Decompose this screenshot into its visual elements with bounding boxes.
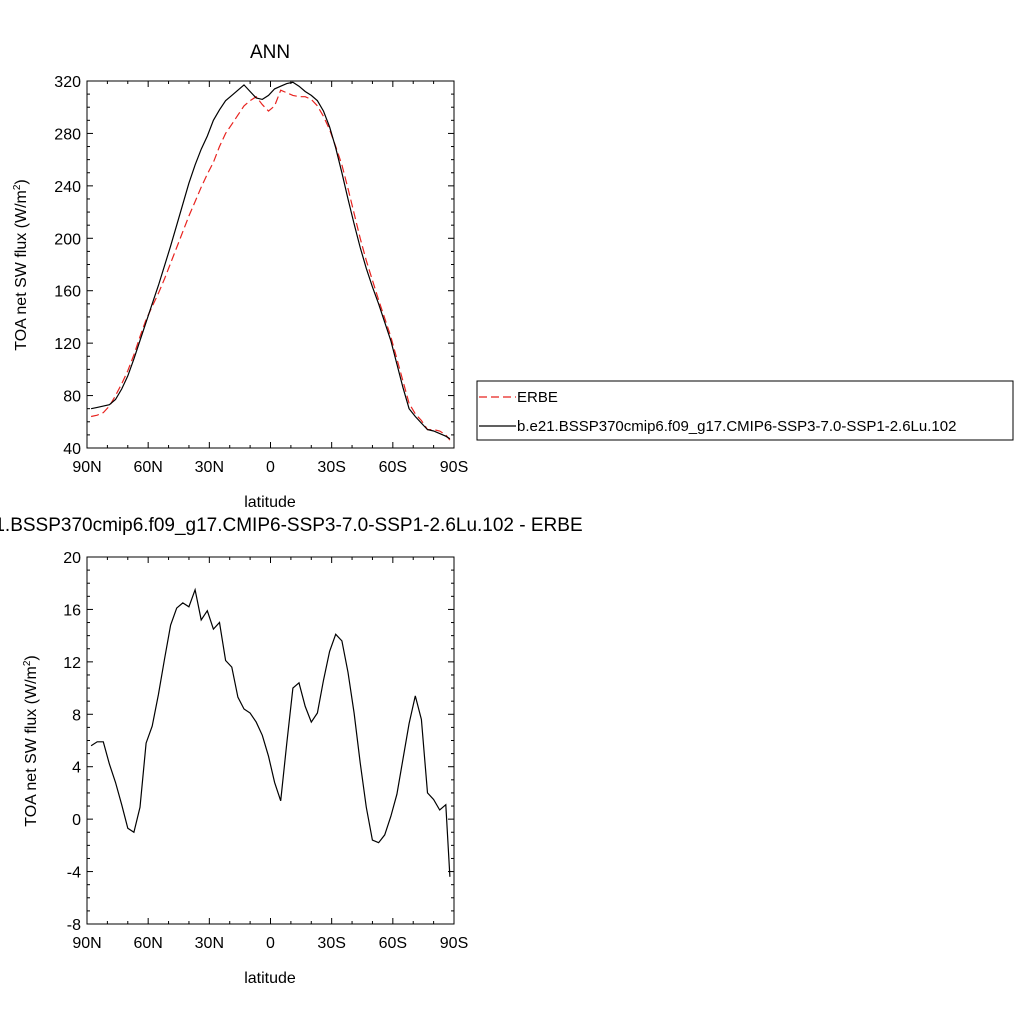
top-chart-title: ANN <box>250 42 290 63</box>
bottom-difference-line <box>90 587 451 877</box>
bottom-x-tick-label: 90S <box>440 935 468 952</box>
bottom-y-tick-label: 8 <box>72 707 81 724</box>
top-y-axis-title: TOA net SW flux (W/m2) <box>12 179 30 351</box>
bottom-x-tick-label: 60S <box>379 935 407 952</box>
top-x-ticks: 90N 60N 30N 0 30S 60S 90S <box>72 81 468 476</box>
top-y-tick-label: 200 <box>54 231 81 248</box>
bottom-plot-area <box>90 587 451 877</box>
top-model-line <box>90 81 451 440</box>
top-plot-frame <box>86 80 455 449</box>
legend-label-erbe: ERBE <box>517 389 558 406</box>
bottom-x-axis-title: latitude <box>244 970 296 987</box>
top-y-tick-label: 160 <box>54 284 81 301</box>
bottom-x-ticks: 90N 60N 30N 0 30S 60S 90S <box>72 557 468 952</box>
top-x-tick-label: 0 <box>266 459 275 476</box>
top-erbe-line <box>90 89 451 441</box>
bottom-x-tick-label: 30N <box>195 935 224 952</box>
top-x-tick-label: 60N <box>133 459 162 476</box>
bottom-y-tick-label: 16 <box>63 602 81 619</box>
legend: ERBE b.e21.BSSP370cmip6.f09_g17.CMIP6-SS… <box>476 380 1014 441</box>
bottom-y-tick-label: -8 <box>67 917 81 934</box>
bottom-y-tick-label: 12 <box>63 655 81 672</box>
top-y-tick-label: 280 <box>54 126 81 143</box>
top-x-tick-label: 60S <box>379 459 407 476</box>
top-x-tick-label: 90S <box>440 459 468 476</box>
bottom-plot-frame <box>86 556 455 925</box>
top-y-tick-label: 320 <box>54 74 81 91</box>
top-x-tick-label: 30S <box>317 459 345 476</box>
top-plot-area <box>90 81 451 441</box>
legend-label-model: b.e21.BSSP370cmip6.f09_g17.CMIP6-SSP3-7.… <box>517 418 956 435</box>
top-y-tick-label: 40 <box>63 441 81 458</box>
legend-box <box>476 380 1014 441</box>
top-y-tick-label: 120 <box>54 336 81 353</box>
bottom-x-tick-label: 30S <box>317 935 345 952</box>
bottom-chart-title: b.e21.BSSP370cmip6.f09_g17.CMIP6-SSP3-7.… <box>0 515 583 536</box>
bottom-y-tick-label: 0 <box>72 812 81 829</box>
top-y-tick-label: 240 <box>54 179 81 196</box>
top-x-tick-label: 30N <box>195 459 224 476</box>
bottom-y-axis-title: TOA net SW flux (W/m2) <box>22 655 40 827</box>
top-x-axis-title: latitude <box>244 494 296 511</box>
bottom-panel: b.e21.BSSP370cmip6.f09_g17.CMIP6-SSP3-7.… <box>0 515 583 987</box>
top-y-ticks: 40 80 120 160 200 240 280 320 <box>54 74 454 458</box>
bottom-x-tick-label: 0 <box>266 935 275 952</box>
bottom-y-ticks: -8 -4 0 4 8 12 16 20 <box>63 550 454 934</box>
bottom-y-tick-label: 20 <box>63 550 81 567</box>
bottom-y-tick-label: 4 <box>72 760 81 777</box>
top-x-tick-label: 90N <box>72 459 101 476</box>
bottom-x-tick-label: 90N <box>72 935 101 952</box>
top-panel: ANN 90N 60N 30N 0 30S 60S 90S 40 80 120 160 200 240… <box>12 42 468 511</box>
bottom-y-tick-label: -4 <box>67 865 81 882</box>
bottom-x-tick-label: 60N <box>133 935 162 952</box>
top-y-tick-label: 80 <box>63 389 81 406</box>
